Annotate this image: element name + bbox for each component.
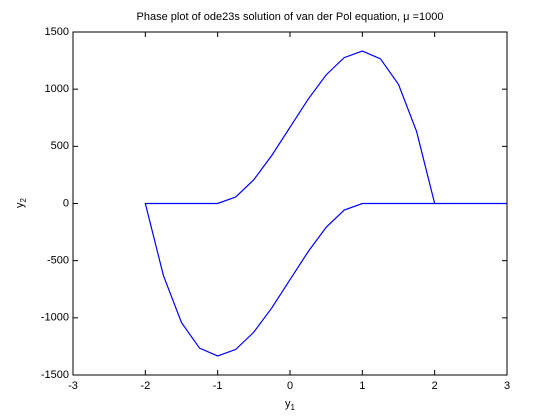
data-line [144, 50, 507, 357]
y-axis-label-base: y [14, 202, 26, 208]
x-tick-label: -2 [140, 380, 150, 392]
y-tick-label: 1000 [45, 83, 69, 95]
y-tick-label: 1500 [45, 26, 69, 38]
y-axis-label: y2 [14, 197, 28, 208]
x-axis-label-sub: 1 [291, 403, 296, 412]
y-tick-label: 500 [51, 140, 69, 152]
y-tick-label: -500 [47, 255, 69, 267]
x-tick-label: -1 [213, 380, 223, 392]
y-axis-label-sub: 2 [19, 197, 28, 202]
x-tick-label: 1 [359, 380, 365, 392]
x-tick-label: 3 [504, 380, 510, 392]
x-tick-label: -3 [68, 380, 78, 392]
x-tick-label: 0 [287, 380, 293, 392]
x-axis-label: y1 [285, 398, 296, 412]
y-tick-label: 0 [63, 197, 69, 209]
y-tick-label: -1500 [41, 369, 69, 381]
x-tick-label: 2 [432, 380, 438, 392]
x-axis-label-base: y [285, 398, 291, 410]
chart-title: Phase plot of ode23s solution of van der… [137, 11, 444, 23]
y-tick-label: -1000 [41, 312, 69, 324]
